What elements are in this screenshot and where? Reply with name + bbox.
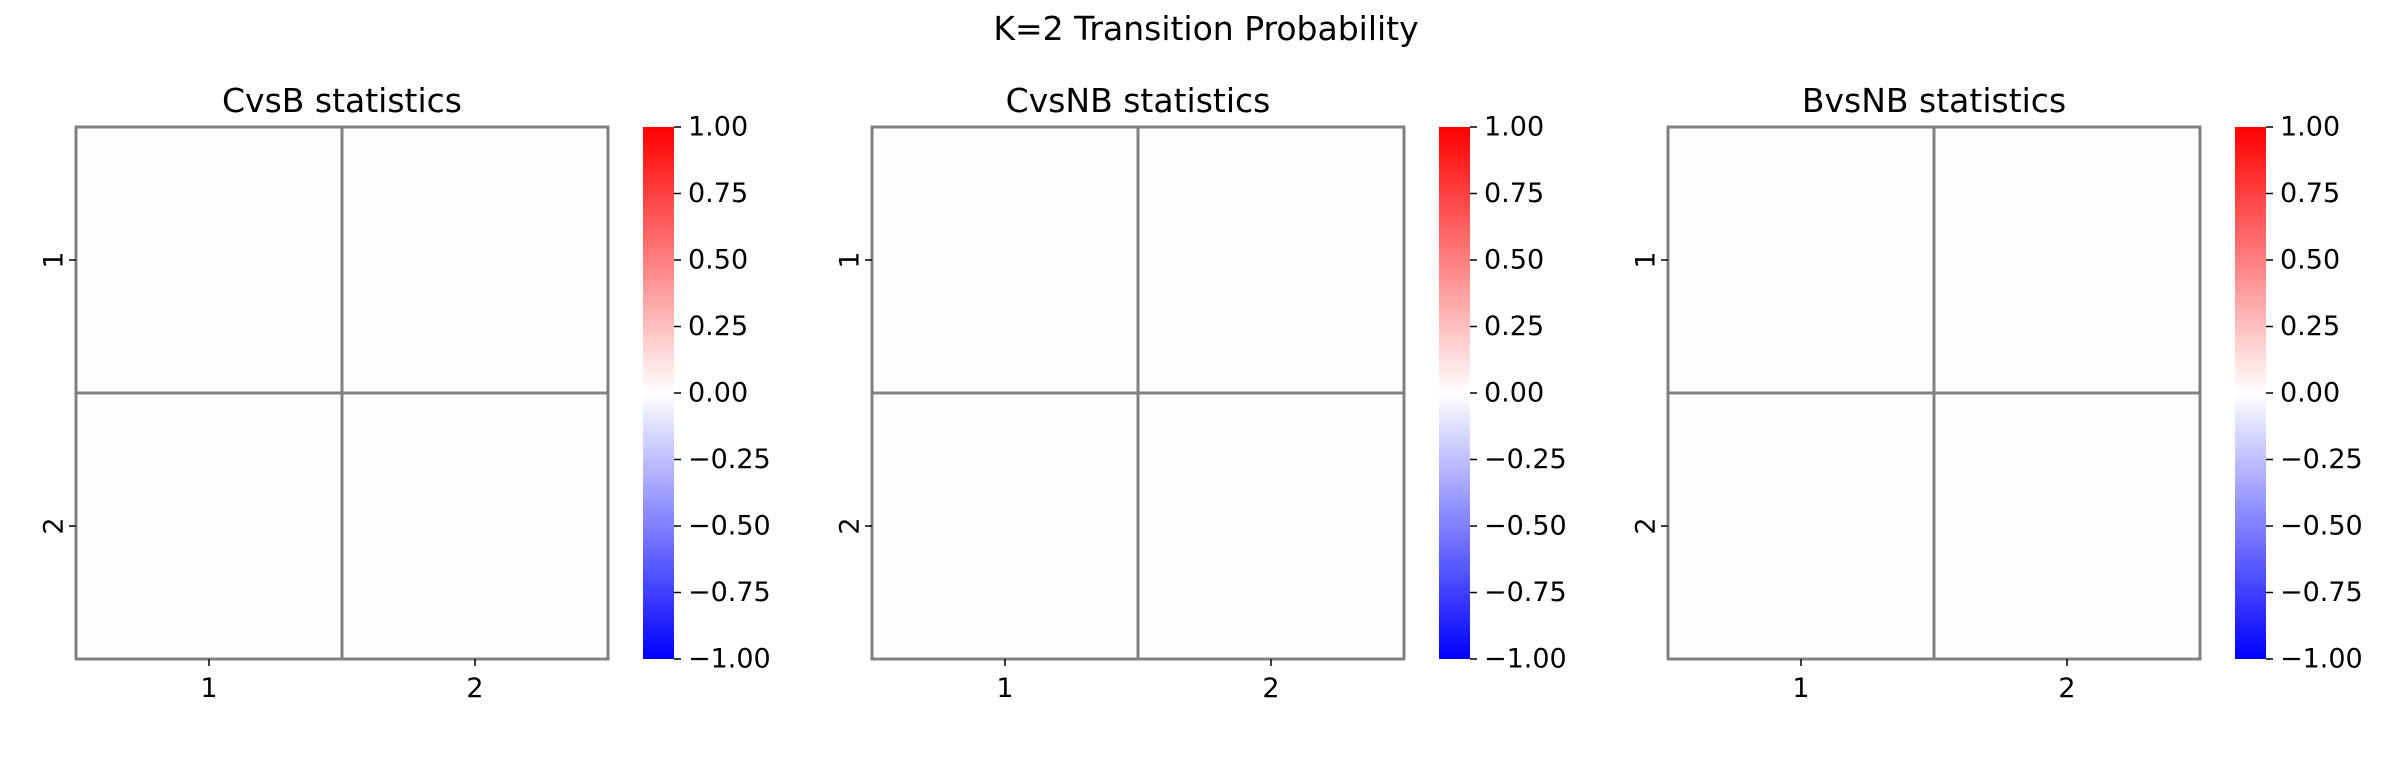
colorbar-tick-label: 0.25 (1484, 311, 1544, 342)
heatmap-panel: BvsNB statistics 1 2 1 2 1.00 0.75 0.50 0.25 0.00… (1631, 81, 2363, 704)
x-tick-label: 1 (996, 673, 1013, 704)
x-tick-label: 1 (1792, 673, 1809, 704)
colorbar-tick-label: 0.50 (688, 245, 748, 276)
colorbar-tick-label: 0.25 (688, 311, 748, 342)
heatmap-cell (74, 391, 344, 661)
colorbar-tick-label: −0.25 (1484, 444, 1567, 475)
heatmap-cell (1136, 391, 1406, 661)
colorbar-tick-label: 0.00 (1484, 378, 1544, 409)
colorbar-tick-label: −1.00 (1484, 644, 1567, 675)
colorbar-tick-label: −0.75 (688, 577, 771, 608)
panel-title: CvsNB statistics (1006, 81, 1271, 120)
y-tick-label: 1 (1631, 251, 1662, 268)
heatmap-cell (870, 391, 1140, 661)
colorbar-tick-label: −1.00 (688, 644, 771, 675)
panel-title: BvsNB statistics (1802, 81, 2066, 120)
x-tick-label: 2 (1262, 673, 1279, 704)
heatmap-cell (1932, 391, 2202, 661)
y-tick-label: 1 (39, 251, 70, 268)
y-tick-label: 2 (835, 517, 866, 534)
colorbar-tick-label: 0.00 (2280, 378, 2340, 409)
y-tick-label: 2 (1631, 517, 1662, 534)
heatmap-panel: CvsB statistics 1 2 1 2 1.00 0.75 0.50 0.25 0.00 −… (39, 81, 771, 704)
colorbar-tick-label: −0.75 (1484, 577, 1567, 608)
heatmap-panel: CvsNB statistics 1 2 1 2 1.00 0.75 0.50 0.25 0.00… (835, 81, 1567, 704)
x-tick-label: 1 (200, 673, 217, 704)
colorbar-tick-label: 0.50 (2280, 245, 2340, 276)
heatmap-cell (340, 125, 610, 395)
figure-suptitle: K=2 Transition Probability (993, 9, 1418, 48)
colorbar-tick-label: 1.00 (1484, 112, 1544, 143)
heatmap-cell (1666, 391, 1936, 661)
colorbar-tick-label: 0.50 (1484, 245, 1544, 276)
y-tick-label: 2 (39, 517, 70, 534)
colorbar-tick-label: −0.25 (2280, 444, 2363, 475)
colorbar (2235, 127, 2266, 659)
heatmap-cell (870, 125, 1140, 395)
colorbar-tick-label: 0.00 (688, 378, 748, 409)
colorbar-tick-label: −0.75 (2280, 577, 2363, 608)
colorbar-tick-label: 0.25 (2280, 311, 2340, 342)
heatmap-cell (1932, 125, 2202, 395)
heatmap-cell (74, 125, 344, 395)
y-tick-label: 1 (835, 251, 866, 268)
colorbar-tick-label: −0.50 (688, 511, 771, 542)
heatmap-cell (340, 391, 610, 661)
colorbar-tick-label: 1.00 (2280, 112, 2340, 143)
heatmap-cell (1666, 125, 1936, 395)
colorbar (1439, 127, 1470, 659)
colorbar-tick-label: 1.00 (688, 112, 748, 143)
panel-title: CvsB statistics (222, 81, 462, 120)
colorbar (643, 127, 674, 659)
colorbar-tick-label: 0.75 (2280, 178, 2340, 209)
x-tick-label: 2 (2058, 673, 2075, 704)
heatmap-cell (1136, 125, 1406, 395)
colorbar-tick-label: −1.00 (2280, 644, 2363, 675)
colorbar-tick-label: 0.75 (1484, 178, 1544, 209)
colorbar-tick-label: 0.75 (688, 178, 748, 209)
x-tick-label: 2 (466, 673, 483, 704)
colorbar-tick-label: −0.25 (688, 444, 771, 475)
heatmap-panels: CvsB statistics 1 2 1 2 1.00 0.75 0.50 0.25 0.00 −… (39, 81, 2363, 704)
colorbar-tick-label: −0.50 (2280, 511, 2363, 542)
colorbar-tick-label: −0.50 (1484, 511, 1567, 542)
